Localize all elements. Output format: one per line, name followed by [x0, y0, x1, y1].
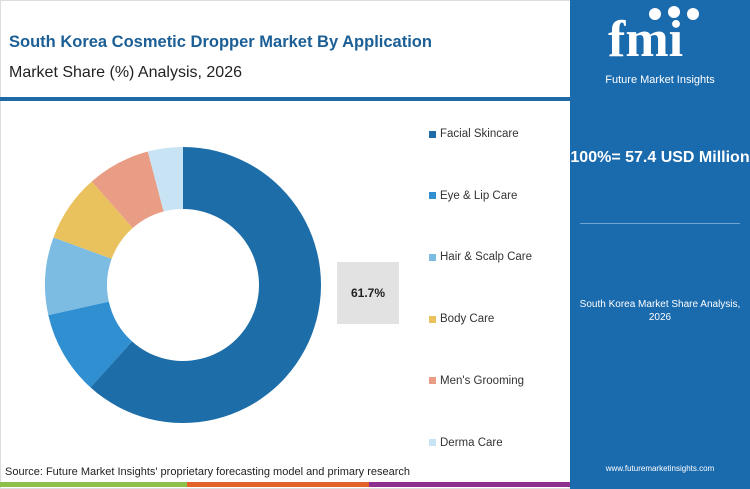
legend-item: Derma Care [429, 437, 503, 449]
chart-title: South Korea Cosmetic Dropper Market By A… [9, 33, 432, 51]
market-total: 100%= 57.4 USD Million [570, 149, 750, 166]
source-note: Source: Future Market Insights' propriet… [5, 466, 410, 478]
slice-eye-lip-care [48, 301, 133, 388]
legend-swatch [429, 253, 436, 261]
slice-men-s-grooming [91, 151, 164, 228]
legend-label: Men's Grooming [440, 374, 525, 387]
legend-swatch [429, 377, 436, 385]
donut-chart [45, 147, 321, 424]
legend-item: Facial Skincare [429, 128, 519, 140]
slice-hair-scalp-care [45, 237, 112, 316]
legend-swatch [429, 130, 436, 138]
legend-item: Eye & Lip Care [429, 190, 517, 202]
panel-divider [580, 223, 740, 224]
legend-item: Hair & Scalp Care [429, 251, 532, 263]
title-divider [0, 97, 570, 101]
legend-label: Derma Care [440, 436, 503, 449]
legend-item: Men's Grooming [429, 375, 524, 387]
side-panel: fmi Future Market Insights 100%= 57.4 US… [570, 0, 750, 489]
logo-text: Future Market Insights [605, 74, 715, 86]
slice-body-care [53, 181, 133, 259]
chart-subtitle: Market Share (%) Analysis, 2026 [9, 64, 242, 81]
footer-bar-purple [369, 482, 570, 487]
legend-label: Hair & Scalp Care [440, 251, 533, 264]
slice-derma-care [147, 147, 183, 212]
legend-swatch [429, 315, 436, 323]
legend-label: Body Care [440, 313, 495, 326]
fmi-logo: fmi [608, 6, 699, 68]
legend-swatch [429, 439, 436, 446]
legend-item: Body Care [429, 313, 494, 325]
legend-label: Facial Skincare [440, 128, 519, 140]
panel-caption: South Korea Market Share Analysis, 2026 [579, 299, 741, 323]
data-label-facial-skincare: 61.7% [337, 262, 399, 324]
legend-label: Eye & Lip Care [440, 189, 518, 202]
footer-bar-green [0, 482, 187, 487]
svg-text:fmi: fmi [608, 11, 683, 68]
website-link[interactable]: www.futuremarketinsights.com [605, 464, 715, 473]
legend-swatch [429, 192, 436, 200]
footer-bar-orange [187, 482, 369, 487]
slice-facial-skincare [90, 147, 321, 424]
